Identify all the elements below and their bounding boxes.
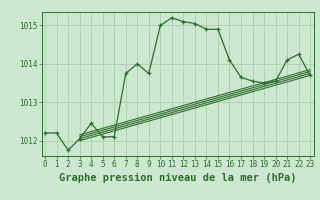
X-axis label: Graphe pression niveau de la mer (hPa): Graphe pression niveau de la mer (hPa) xyxy=(59,173,296,183)
